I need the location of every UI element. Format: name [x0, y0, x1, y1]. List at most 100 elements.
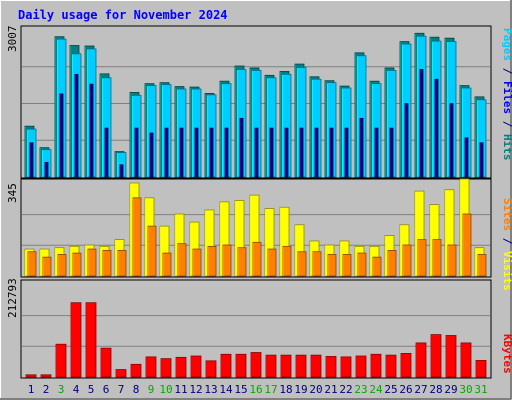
kbytes-bar [55, 343, 67, 378]
legend-entry: / [501, 231, 512, 251]
pages-bar [449, 103, 454, 178]
x-tick-label: 28 [429, 383, 442, 396]
sites-bar [42, 256, 52, 277]
x-tick-label: 15 [234, 383, 247, 396]
x-tick-label: 1 [28, 383, 35, 396]
sites-bar [222, 244, 232, 277]
x-tick-label: 2 [43, 383, 50, 396]
kbytes-bar [250, 352, 262, 378]
pages-bar [374, 127, 379, 178]
sites-bar [402, 244, 412, 277]
x-tick-label: 21 [324, 383, 337, 396]
pages-bar [44, 161, 49, 178]
legend-entry: / [501, 114, 512, 134]
pages-bar [299, 127, 304, 178]
pages-bar [464, 137, 469, 178]
legend-entry: Files [501, 81, 512, 114]
pages-bar [254, 127, 259, 178]
pages-bar [209, 127, 214, 178]
x-tick-label: 14 [219, 383, 233, 396]
x-tick-label: 26 [399, 383, 412, 396]
pages-bar [284, 127, 289, 178]
kbytes-bar [85, 302, 97, 378]
sites-bar [312, 251, 322, 277]
pages-bar [149, 132, 154, 178]
pages-bar [389, 127, 394, 178]
sites-bar [132, 197, 142, 277]
legend-entry: Pages [501, 28, 512, 61]
pages-bar [239, 117, 244, 178]
x-tick-label: 18 [279, 383, 292, 396]
legend-pages-files-hits: Pages / Files / Hits [501, 28, 512, 161]
legend-kbytes: KBytes [501, 334, 512, 374]
legend-sites-visits: Sites / Visits [501, 198, 512, 291]
pages-bar [269, 127, 274, 178]
kbytes-bar [205, 360, 217, 378]
kbytes-bar [325, 356, 337, 378]
kbytes-bar [25, 374, 37, 378]
sites-bar [387, 249, 397, 277]
x-tick-label: 20 [309, 383, 322, 396]
sites-bar [237, 247, 247, 277]
kbytes-bar [100, 347, 112, 378]
kbytes-bar [175, 356, 187, 378]
sites-bar [177, 243, 187, 277]
pages-bar [404, 103, 409, 178]
legend-entry: Hits [501, 134, 512, 161]
pages-bar [29, 142, 34, 178]
pages-bar [479, 142, 484, 178]
hits-ymax-label: 3007 [6, 26, 19, 53]
x-tick-label: 7 [118, 383, 125, 396]
pages-bar [224, 127, 229, 178]
x-tick-label: 25 [384, 383, 397, 396]
chart-title: Daily usage for November 2024 [18, 8, 228, 22]
x-axis-day-labels: 1 2 3 4 5 6 7 8 9 10 11 12 13 14 15 16 17 18 19 20 21 22 23 24 2… [28, 383, 488, 396]
pages-bar [314, 127, 319, 178]
x-tick-label: 31 [474, 383, 487, 396]
kbytes-bar [445, 335, 457, 378]
legend-entry: Sites [501, 198, 512, 231]
sites-bar [57, 254, 67, 277]
pages-bar [194, 127, 199, 178]
pages-bar [344, 127, 349, 178]
sites-bar [417, 239, 427, 277]
x-tick-label: 4 [73, 383, 80, 396]
pages-bar [74, 73, 79, 178]
kbytes-bar [340, 356, 352, 378]
legend-entry: Visits [501, 251, 512, 291]
kbytes-bar [145, 356, 157, 378]
sites-bar [102, 249, 112, 277]
pages-bar [179, 127, 184, 178]
pages-bar [419, 69, 424, 178]
kbytes-ymax-label: 212793 [6, 278, 19, 318]
x-tick-label: 5 [88, 383, 95, 396]
sites-bar [327, 254, 337, 277]
x-tick-label: 6 [103, 383, 110, 396]
kbytes-bar [265, 354, 277, 378]
x-tick-label: 29 [444, 383, 457, 396]
sites-bar [27, 251, 37, 277]
kbytes-bar [475, 359, 487, 378]
x-tick-label: 8 [133, 383, 140, 396]
sites-bar [297, 251, 307, 277]
sites-bar [267, 248, 277, 277]
kbytes-bar [70, 302, 82, 378]
x-tick-label: 13 [204, 383, 217, 396]
x-tick-label: 19 [294, 383, 307, 396]
sites-bar [192, 248, 202, 277]
kbytes-bar [130, 363, 142, 378]
x-tick-label: 23 [354, 383, 367, 396]
pages-bar [89, 83, 94, 178]
kbytes-bar [295, 354, 307, 378]
sites-bar [87, 248, 97, 277]
pages-bar [59, 93, 64, 178]
kbytes-bar [400, 352, 412, 378]
x-tick-label: 9 [148, 383, 155, 396]
sites-bar [462, 213, 472, 277]
x-tick-label: 12 [189, 383, 202, 396]
sites-bar [372, 256, 382, 277]
kbytes-bar [415, 342, 427, 378]
x-tick-label: 30 [459, 383, 472, 396]
sites-bar [342, 254, 352, 277]
